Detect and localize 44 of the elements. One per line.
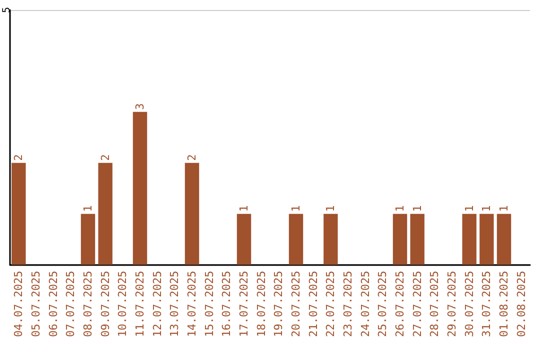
- x-tick-label: 21.07.2025: [306, 270, 320, 338]
- data-label: 1: [410, 205, 424, 212]
- x-tick-label: 08.07.2025: [82, 270, 94, 338]
- data-label: 1: [290, 205, 302, 212]
- data-label: 1: [394, 205, 406, 212]
- data-label: 1: [324, 205, 338, 212]
- data-label: 3: [134, 103, 146, 110]
- data-label: 1: [238, 205, 250, 212]
- x-tick-label: 26.07.2025: [394, 270, 406, 338]
- data-label: 1: [498, 205, 510, 212]
- data-label: 1: [462, 205, 476, 212]
- x-tick-label: 02.08.2025: [514, 270, 528, 338]
- data-label: 2: [98, 154, 112, 161]
- x-tick-label: 07.07.2025: [64, 270, 78, 338]
- x-tick-label: 11.07.2025: [134, 270, 146, 338]
- x-tick-label: 23.07.2025: [342, 270, 354, 338]
- x-tick-label: 15.07.2025: [202, 270, 216, 338]
- x-tick-label: 06.07.2025: [46, 270, 60, 338]
- x-tick-label: 31.07.2025: [480, 270, 494, 338]
- data-label: 2: [12, 154, 26, 161]
- x-tick-label: 20.07.2025: [290, 270, 302, 338]
- x-tick-label: 13.07.2025: [168, 270, 182, 338]
- x-tick-label: 16.07.2025: [220, 270, 234, 338]
- x-tick-label: 05.07.2025: [30, 270, 42, 338]
- x-tick-label: 25.07.2025: [376, 270, 390, 338]
- data-label: 2: [186, 154, 198, 161]
- x-tick-label: 04.07.2025: [12, 270, 26, 338]
- x-tick-label: 12.07.2025: [150, 270, 164, 338]
- x-tick-label: 17.07.2025: [238, 270, 250, 338]
- x-tick-label: 18.07.2025: [254, 270, 268, 338]
- x-tick-label: 29.07.2025: [446, 270, 458, 338]
- x-tick-label: 14.07.2025: [186, 270, 198, 338]
- y-tick-label: 5: [2, 6, 12, 14]
- x-tick-label: 01.08.2025: [498, 270, 510, 338]
- x-tick-label: 22.07.2025: [324, 270, 338, 338]
- x-tick-label: 19.07.2025: [272, 270, 286, 338]
- x-tick-label: 10.07.2025: [116, 270, 130, 338]
- data-label: 1: [82, 205, 94, 212]
- x-tick-label: 27.07.2025: [410, 270, 424, 338]
- x-tick-label: 30.07.2025: [462, 270, 476, 338]
- x-tick-label: 24.07.2025: [358, 270, 372, 338]
- data-label: 1: [480, 205, 494, 212]
- x-tick-label: 28.07.2025: [428, 270, 442, 338]
- x-tick-label: 09.07.2025: [98, 270, 112, 338]
